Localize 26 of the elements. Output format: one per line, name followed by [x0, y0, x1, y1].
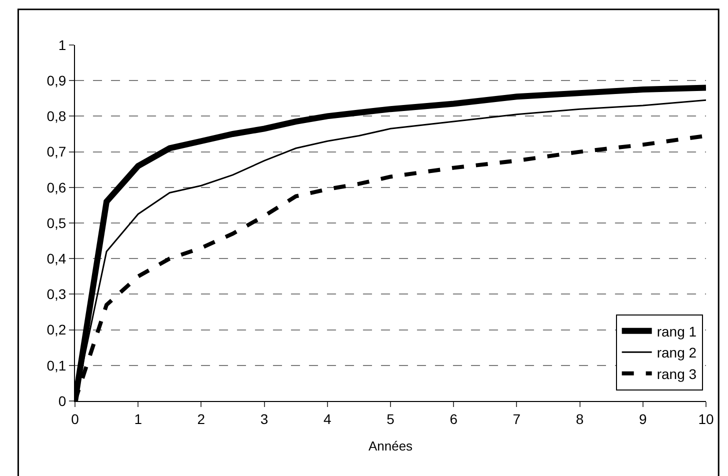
- x-tick-label: 10: [698, 410, 714, 427]
- y-tick-label: 0,5: [46, 214, 66, 231]
- y-tick-label: 0,3: [46, 286, 66, 302]
- y-tick-label: 0,1: [46, 357, 66, 374]
- x-tick-label: 8: [576, 410, 584, 427]
- x-axis-title: Années: [368, 438, 414, 454]
- x-tick-label: 2: [197, 410, 206, 427]
- y-tick-label: 0,8: [46, 108, 66, 124]
- legend-label: rang 1: [656, 323, 697, 340]
- y-tick-label: 0,2: [46, 322, 66, 338]
- y-tick-label: 0: [58, 392, 66, 409]
- x-tick-label: 6: [450, 410, 458, 427]
- y-tick-label: 0,7: [46, 144, 66, 160]
- x-tick-label: 4: [324, 410, 332, 427]
- x-tick-label: 0: [71, 410, 80, 427]
- y-tick-label: 0,9: [46, 72, 66, 88]
- x-tick-label: 9: [639, 410, 647, 427]
- x-tick-label: 7: [512, 410, 521, 427]
- y-tick-label: 0,6: [46, 179, 66, 196]
- y-tick-label: 1: [58, 36, 66, 53]
- y-tick-label: 0,4: [46, 250, 66, 266]
- legend-label: rang 2: [656, 344, 697, 361]
- x-tick-label: 5: [386, 410, 395, 427]
- x-tick-label: 1: [134, 410, 142, 427]
- legend-label: rang 3: [656, 366, 697, 382]
- x-tick-label: 3: [260, 410, 268, 427]
